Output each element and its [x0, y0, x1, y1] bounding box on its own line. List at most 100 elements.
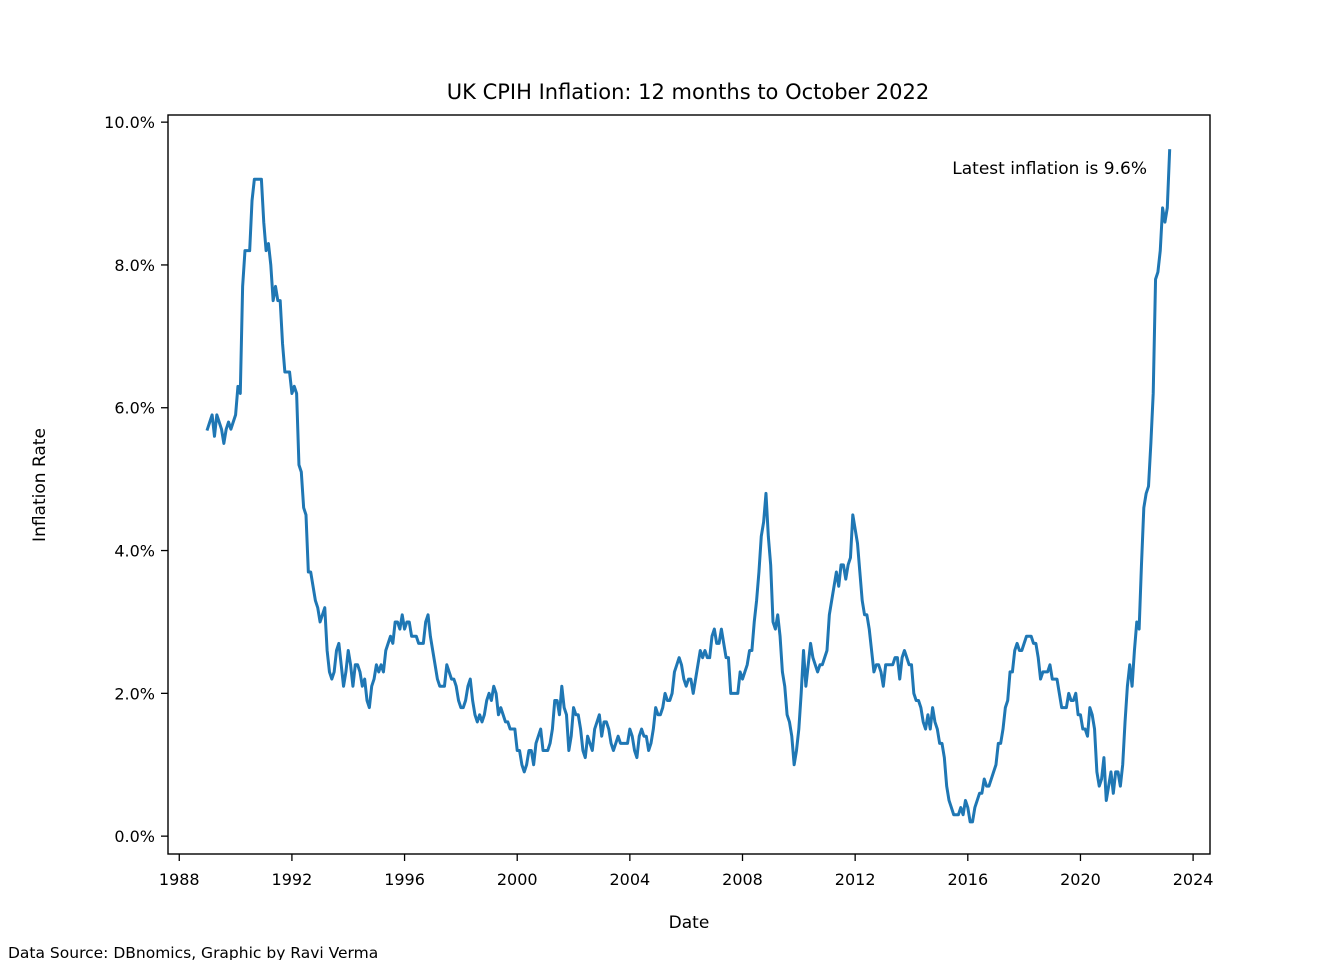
data-point [211, 413, 214, 416]
data-point [976, 799, 979, 802]
data-point [213, 435, 216, 438]
data-point [699, 649, 702, 652]
data-point [368, 706, 371, 709]
x-tick-label: 2016 [947, 870, 988, 889]
data-point [347, 649, 350, 652]
data-point [987, 785, 990, 788]
x-tick-label: 2020 [1060, 870, 1101, 889]
data-point [1086, 735, 1089, 738]
data-point [640, 728, 643, 731]
data-point [809, 642, 812, 645]
data-point [800, 692, 803, 695]
data-point [647, 749, 650, 752]
data-point [837, 585, 840, 588]
data-point [610, 742, 613, 745]
data-point [565, 713, 568, 716]
data-point [865, 613, 868, 616]
data-point [1016, 642, 1019, 645]
data-point [727, 656, 730, 659]
data-point [342, 685, 345, 688]
data-point [340, 663, 343, 666]
data-point [1046, 670, 1049, 673]
data-point [537, 735, 540, 738]
data-point [391, 642, 394, 645]
data-point [448, 670, 451, 673]
data-point [1140, 563, 1143, 566]
data-point [1020, 649, 1023, 652]
data-point [654, 706, 657, 709]
data-point [267, 242, 270, 245]
data-point [858, 570, 861, 573]
data-point [736, 692, 739, 695]
data-point [497, 713, 500, 716]
data-point [701, 656, 704, 659]
data-point [746, 663, 749, 666]
x-tick-label: 2008 [722, 870, 763, 889]
data-point [781, 670, 784, 673]
data-point [577, 713, 580, 716]
data-point [532, 763, 535, 766]
data-point [917, 699, 920, 702]
data-point [1023, 642, 1026, 645]
data-point [790, 735, 793, 738]
data-point [605, 720, 608, 723]
data-point [358, 670, 361, 673]
y-axis-ticks: 0.0% 2.0% 4.0% 6.0% 8.0% 10.0% [104, 113, 168, 846]
data-point [1079, 713, 1082, 716]
data-point [612, 749, 615, 752]
data-point [260, 178, 263, 181]
data-point [502, 713, 505, 716]
data-point [1095, 770, 1098, 773]
data-point [825, 649, 828, 652]
data-point [833, 585, 836, 588]
data-point [473, 713, 476, 716]
data-point [628, 728, 631, 731]
data-point [898, 678, 901, 681]
data-point [232, 421, 235, 424]
data-point [593, 728, 596, 731]
data-point [851, 513, 854, 516]
y-tick-label: 2.0% [114, 684, 155, 703]
data-point [1156, 271, 1159, 274]
data-point [297, 463, 300, 466]
data-point [675, 663, 678, 666]
data-point [769, 563, 772, 566]
data-point [828, 613, 831, 616]
data-point [520, 763, 523, 766]
data-point [581, 749, 584, 752]
data-point [753, 620, 756, 623]
data-point [1067, 692, 1070, 695]
data-point [943, 756, 946, 759]
data-point [403, 628, 406, 631]
data-point [919, 706, 922, 709]
data-point [811, 656, 814, 659]
data-point [814, 663, 817, 666]
data-point [234, 413, 237, 416]
data-point [767, 535, 770, 538]
data-point [513, 728, 516, 731]
data-point [844, 578, 847, 581]
data-point [689, 678, 692, 681]
data-point [1124, 720, 1127, 723]
data-point [682, 678, 685, 681]
data-point [793, 763, 796, 766]
data-point [227, 421, 230, 424]
data-point [696, 663, 699, 666]
data-point [755, 599, 758, 602]
data-point [534, 742, 537, 745]
data-point [1048, 663, 1051, 666]
data-point [673, 670, 676, 673]
data-point [633, 749, 636, 752]
data-point [218, 421, 221, 424]
data-point [462, 706, 465, 709]
data-point [1107, 785, 1110, 788]
data-point [1093, 728, 1096, 731]
data-point [1030, 635, 1033, 638]
data-point [361, 685, 364, 688]
data-point [208, 421, 211, 424]
data-point [363, 678, 366, 681]
data-point [722, 642, 725, 645]
x-axis-label: Date [669, 913, 710, 933]
data-point [434, 663, 437, 666]
data-point [584, 756, 587, 759]
